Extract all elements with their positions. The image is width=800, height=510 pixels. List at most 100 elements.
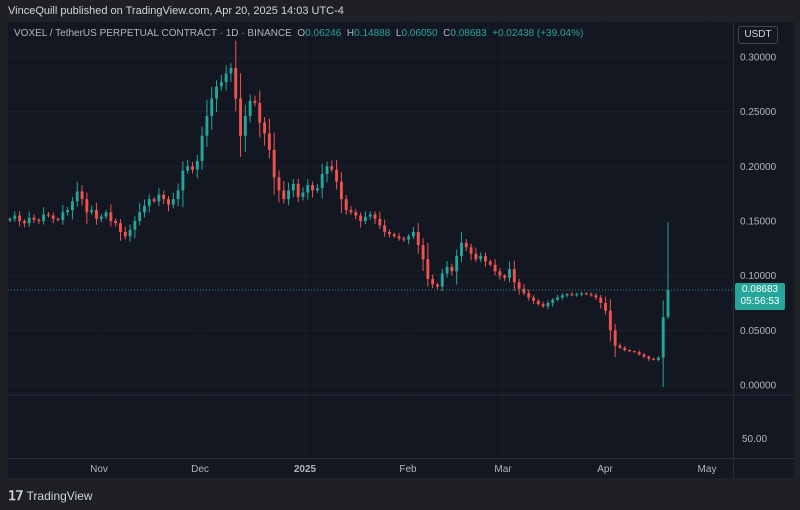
candle-body (157, 194, 161, 202)
candle-body (99, 216, 103, 219)
time-axis[interactable] (8, 458, 733, 479)
candle-body (402, 238, 406, 240)
candle-body (335, 169, 339, 182)
candle-body (229, 67, 233, 74)
candle-body (13, 215, 17, 219)
y-tick-label: 0.30000 (740, 53, 777, 64)
candle-body (359, 215, 363, 221)
candle-body (263, 122, 266, 134)
candle-body (512, 269, 516, 283)
candle-body (181, 170, 185, 191)
x-tick-label: Nov (90, 464, 108, 475)
candle-body (349, 210, 353, 213)
candle-body (291, 183, 295, 191)
tradingview-logo[interactable]: 𝟣𝟩 TradingView (8, 488, 93, 504)
candle-body (162, 194, 166, 200)
candle-body (272, 149, 276, 178)
candle-body (517, 282, 521, 289)
candle-body (397, 236, 401, 239)
candle-body (311, 184, 315, 191)
candle-body (556, 297, 559, 300)
candle-body (613, 330, 617, 346)
candle-body (37, 219, 41, 221)
y-tick-label: 0.25000 (740, 107, 777, 118)
candle-body (315, 188, 319, 191)
candle-body (114, 221, 118, 224)
candle-body (546, 303, 550, 307)
candle-body (532, 297, 535, 301)
candle-body (541, 304, 545, 307)
candle-body (119, 223, 122, 232)
symbol-title: VOXEL / TetherUS PERPETUAL CONTRACT · 1D… (14, 28, 292, 39)
candle-body (484, 255, 487, 262)
candle-body (18, 215, 22, 221)
candle-body (354, 212, 358, 216)
candle-body (368, 214, 372, 217)
candle-body (589, 294, 593, 296)
publish-header: VinceQuill published on TradingView.com,… (0, 0, 800, 22)
y-tick-label: 0.05000 (740, 326, 777, 337)
candle-body (661, 317, 665, 358)
y-tick-label: 0.20000 (740, 162, 777, 173)
low-value: 0.06050 (401, 28, 438, 39)
candle-body (195, 160, 199, 170)
candle-body (234, 67, 238, 99)
candle-body (522, 288, 526, 294)
candle-body (22, 221, 26, 224)
candle-body (498, 271, 502, 276)
low-label: L (395, 28, 402, 39)
close-label: C (443, 28, 451, 39)
symbol-legend: VOXEL / TetherUS PERPETUAL CONTRACT · 1D… (14, 28, 583, 39)
candle-body (551, 299, 555, 303)
candle-body (373, 214, 377, 219)
candle-body (123, 231, 127, 237)
footer-bar (0, 478, 800, 510)
candle-body (282, 190, 286, 200)
candle-body (200, 135, 204, 161)
currency-button[interactable]: USDT (738, 26, 778, 44)
candle-body (623, 347, 627, 351)
candle-body (95, 210, 98, 219)
x-tick-label: Mar (494, 464, 512, 475)
candle-body (138, 212, 142, 221)
candle-body (656, 357, 660, 360)
candle-body (306, 184, 310, 193)
candle-body (412, 231, 415, 237)
candle-body (186, 166, 190, 171)
price-axis[interactable] (733, 22, 794, 478)
close-value: 0.08683 (450, 28, 487, 39)
candle-body (267, 133, 271, 150)
high-label: H (346, 28, 355, 39)
x-tick-label: Feb (399, 464, 417, 475)
candle-body (191, 166, 194, 170)
candle-body (104, 212, 108, 217)
chart-pane[interactable] (8, 22, 733, 458)
candle-body (152, 199, 156, 202)
candle-body (426, 259, 430, 279)
candle-body (392, 234, 396, 237)
candle-body (488, 261, 492, 265)
x-tick-label: 2025 (294, 464, 317, 475)
candle-body (560, 295, 564, 298)
candle-body (325, 166, 329, 174)
candle-body (479, 255, 483, 260)
candle-body (604, 303, 608, 311)
tradingview-logo-text: TradingView (26, 489, 93, 503)
candle-body (85, 199, 89, 213)
candle-body (594, 295, 598, 298)
candle-body (128, 229, 132, 237)
last-price-tag: 0.08683 05:56:53 (735, 283, 785, 311)
candle-body (215, 86, 218, 99)
candle-body (330, 166, 334, 170)
candle-body (450, 266, 454, 272)
y-tick-label: 0.00000 (740, 381, 777, 392)
candle-body (628, 350, 632, 352)
candle-body (618, 345, 622, 348)
candle-body (301, 192, 305, 197)
candle-body (503, 275, 507, 278)
candle-body (464, 242, 468, 248)
candle-body (239, 98, 242, 136)
candle-body (243, 116, 247, 136)
candle-body (460, 242, 463, 256)
open-value: 0.06246 (305, 28, 342, 39)
